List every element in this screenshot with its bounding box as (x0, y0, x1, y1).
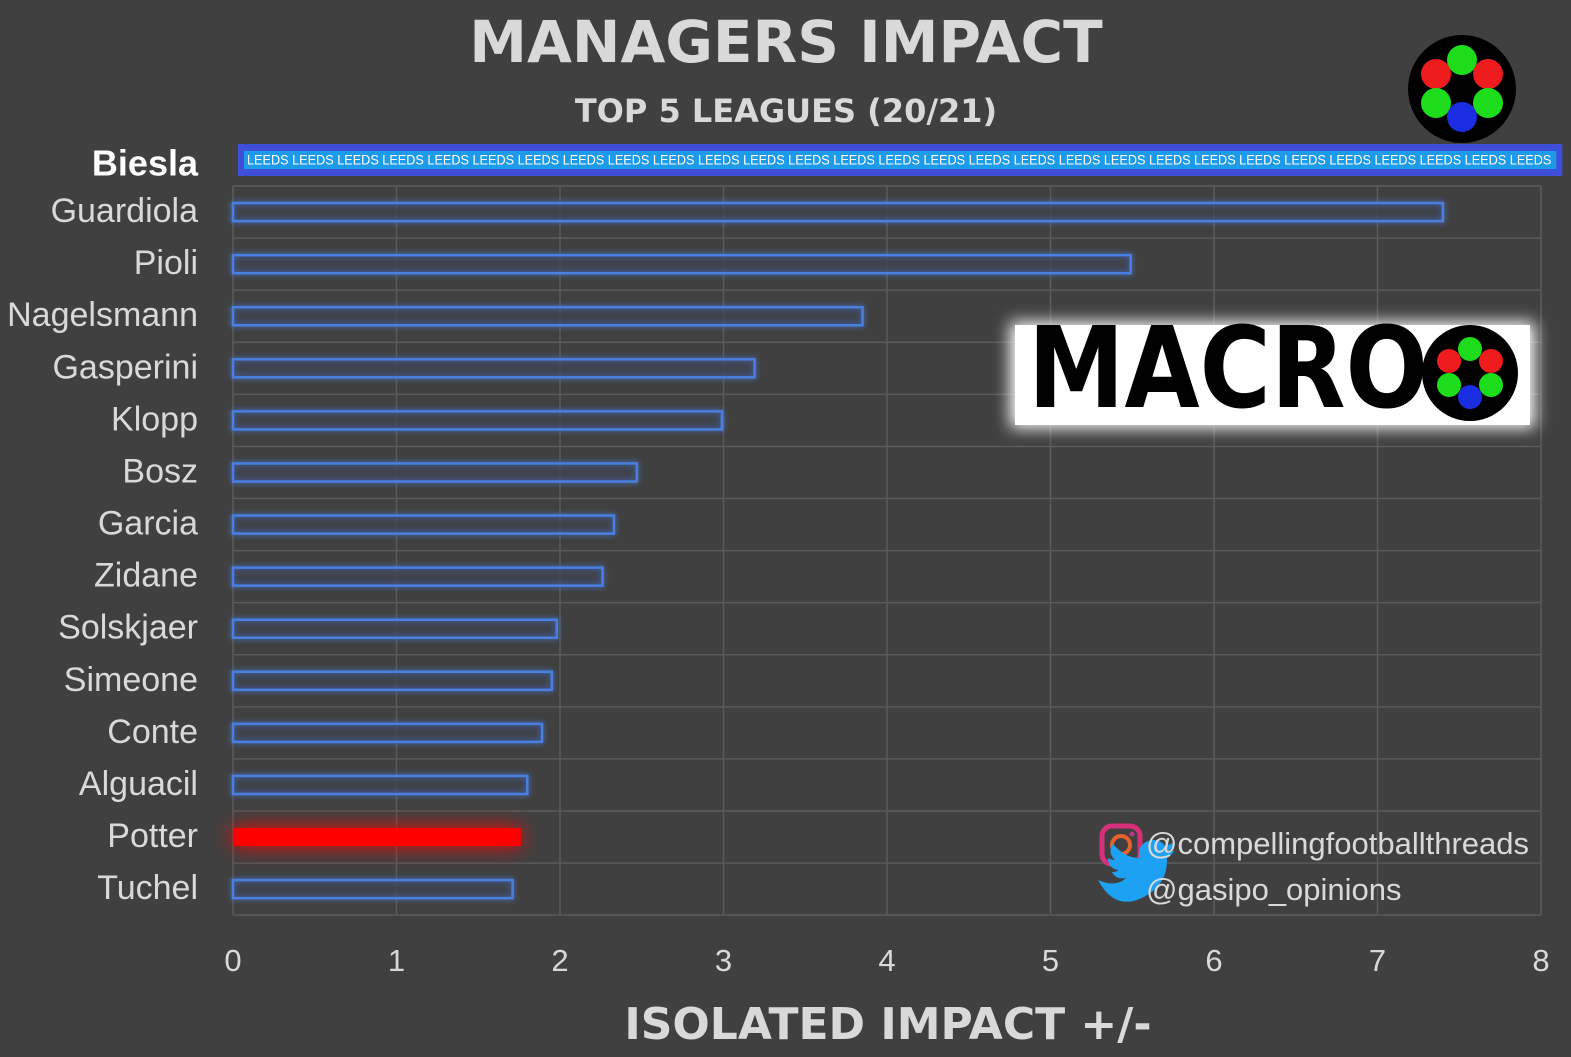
x-tick-label: 8 (1532, 943, 1549, 978)
bar (231, 878, 514, 900)
y-tick-label: Biesla (92, 143, 199, 184)
x-tick-label: 7 (1369, 943, 1386, 978)
x-tick-label: 4 (878, 943, 895, 978)
y-tick-label: Potter (107, 817, 198, 855)
x-tick-label: 3 (715, 943, 732, 978)
y-tick-label: Tuchel (97, 869, 198, 907)
bar (231, 305, 864, 327)
bar (231, 462, 639, 483)
bar (231, 358, 756, 379)
y-tick-label: Conte (107, 713, 198, 751)
logo-text: MACRO (1028, 304, 1428, 434)
x-tick-label: 6 (1205, 943, 1222, 978)
bar (231, 670, 554, 692)
banner-text: LEEDS LEEDS LEEDS LEEDS LEEDS LEEDS LEED… (247, 152, 1551, 168)
bar (233, 828, 521, 847)
twitter-handle: @gasipo_opinions (1146, 872, 1402, 907)
y-tick-label: Simeone (64, 661, 198, 699)
y-tick-label: Nagelsmann (7, 296, 198, 334)
y-tick-label: Solskjaer (58, 609, 198, 647)
bar (231, 253, 1132, 275)
bar (231, 410, 724, 431)
bar (231, 722, 544, 744)
y-tick-label: Bosz (122, 452, 198, 490)
bar (231, 514, 616, 535)
y-tick-label: Zidane (94, 557, 198, 595)
chart-title: MANAGERS IMPACT (469, 8, 1103, 76)
twitter-icon (1098, 840, 1175, 902)
bar (231, 566, 604, 587)
bar (231, 201, 1445, 223)
x-tick-label: 5 (1042, 943, 1059, 978)
corner-logo (1408, 35, 1516, 143)
banner-inner (244, 151, 1557, 169)
instagram-handle: @compellingfootballthreads (1146, 826, 1529, 861)
x-axis-label: ISOLATED IMPACT +/- (624, 999, 1151, 1050)
y-tick-label: Gasperini (52, 348, 198, 386)
macro-logo: MACRO (1010, 304, 1535, 434)
y-tick-label: Guardiola (51, 192, 199, 230)
chart-subtitle: TOP 5 LEAGUES (20/21) (575, 92, 997, 130)
y-tick-label: Garcia (98, 505, 198, 543)
x-tick-label: 1 (388, 943, 405, 978)
y-tick-label: Klopp (111, 400, 198, 438)
bar (231, 774, 529, 796)
y-tick-label: Alguacil (79, 765, 198, 803)
x-tick-label: 0 (224, 943, 241, 978)
x-tick-label: 2 (551, 943, 568, 978)
bar (231, 618, 558, 639)
y-tick-label: Pioli (134, 244, 198, 282)
